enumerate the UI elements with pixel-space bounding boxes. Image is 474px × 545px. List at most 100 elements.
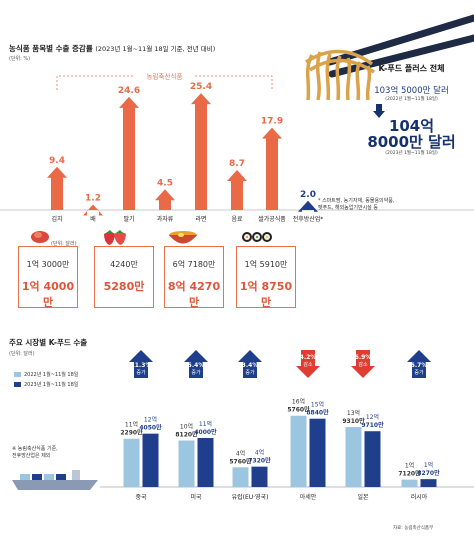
export-card-rice-products: 1억 5910만 1억 8750만 <box>236 246 296 309</box>
related-note-line-2: 펫푸드, 해외농업기반시설 등 <box>318 205 378 211</box>
kfood-total-box: K-푸드 플러스 전체 103억 5000만 달러 (2022년 1월~11월 … <box>359 63 464 156</box>
market-bar-label-line: 7120만 <box>398 470 421 478</box>
market-bar <box>309 418 326 487</box>
kfood-cur-value-1: 104억 <box>388 117 435 135</box>
bar-value-label: 25.4 <box>190 82 212 92</box>
market-bar-label-line: 5760만 <box>229 457 252 465</box>
export-card-prev: 1억 5910만 <box>244 260 288 269</box>
section1-title-main: 농식품 품목별 수출 증감률 <box>9 44 93 53</box>
legend-swatch-cur <box>14 382 21 387</box>
export-card-prev: 4240만 <box>110 260 138 269</box>
market-bar-label-line: 11억 <box>199 420 212 428</box>
bar-arrow <box>47 166 67 210</box>
market-bar-label: 4억 7320만 <box>248 449 271 465</box>
legend: 2022년 1월~11월 18일 2023년 1월~11월 18일 <box>14 371 78 388</box>
market-bar-label-line: 15억 <box>311 401 324 409</box>
growth-rate-chart: 농림축산식품 9.4 김치 1.2 배 24.6 딸기 4.5 과자류 25.4 라면 8.7 음료 17… <box>0 71 474 223</box>
legend-item-cur: 2023년 1월~11월 18일 <box>14 381 78 388</box>
export-cards-unit: (단위: 달러) <box>51 241 77 247</box>
export-card-kimchi: 1억 3000만 1억 4000만 <box>18 246 78 309</box>
market-category-label: 유럽(EU·영국) <box>232 493 269 501</box>
bar-value-label: 9.4 <box>49 156 65 166</box>
category-label: 음료 <box>231 216 243 223</box>
bar-arrow <box>227 169 247 210</box>
category-label: 과자류 <box>157 215 174 223</box>
change-pct: 4.2% <box>300 354 317 361</box>
change-dir: 증가 <box>191 369 201 376</box>
bar-value-label: 8.7 <box>229 159 245 169</box>
change-dir: 감소 <box>358 361 368 368</box>
market-bar <box>290 415 307 487</box>
kfood-total-title: K-푸드 플러스 전체 <box>378 64 445 73</box>
section2-title: 주요 시장별 K-푸드 수출 <box>9 338 88 347</box>
legend-label-cur: 2023년 1월~11월 18일 <box>24 382 79 388</box>
export-card-cur: 5280만 <box>103 280 145 293</box>
section1-unit: (단위: %) <box>9 56 31 62</box>
bar-arrow <box>262 127 282 210</box>
kfood-prev-value: 103억 5000만 달러 <box>374 86 449 96</box>
legend-swatch-prev <box>14 372 21 377</box>
market-bar-label-line: 9710만 <box>361 421 384 429</box>
group-label-bg <box>134 71 195 81</box>
change-pct: 11.3% <box>131 362 152 369</box>
market-bar-label: 13억 9310만 <box>342 409 365 425</box>
change-pct: 3.4% <box>242 362 259 369</box>
section1-title: 농식품 품목별 수출 증감률 (2023년 1월~11월 18일 기준, 전년 … <box>9 43 215 54</box>
market-bar <box>251 466 268 487</box>
market-bar-label-line: 11억 <box>125 421 138 429</box>
market-bar <box>401 479 418 487</box>
bar-arrow <box>298 200 318 212</box>
market-bar <box>142 433 159 487</box>
market-bar <box>420 479 437 487</box>
market-category-label: 일본 <box>357 493 369 501</box>
market-bar-label-line: 7320만 <box>248 457 271 465</box>
kimchi-icon <box>31 231 49 243</box>
gimbap-icon <box>242 232 272 242</box>
market-bar-label: 11억 2290만 <box>120 421 143 437</box>
market-bar <box>123 438 140 487</box>
section1-subtitle: (2023년 1월~11월 18일 기준, 전년 대비) <box>95 45 216 53</box>
strawberry-icon <box>104 230 126 245</box>
market-bar-label-line: 12억 <box>366 413 379 421</box>
change-dir: 증가 <box>245 369 255 376</box>
ramen-bowl-icon <box>169 231 197 244</box>
market-bar-label-line: 8840만 <box>306 409 329 417</box>
bar-arrow <box>83 204 103 216</box>
market-bar-label-line: 5760만 <box>287 406 310 414</box>
legend-label-prev: 2022년 1월~11월 18일 <box>24 372 79 378</box>
kfood-cur-period: (2023년 1월~11월 18일) <box>385 151 438 156</box>
scope-note-line-1: ※ 농림축산식품 기준, <box>12 446 58 452</box>
market-bar <box>364 431 381 487</box>
related-industry-note: * 스마트팜, 농기자재, 동물용의약품, 펫푸드, 해외농업기반시설 등 <box>318 198 394 212</box>
export-card-prev: 1억 3000만 <box>26 260 70 269</box>
bar-value-label: 2.0 <box>300 190 316 200</box>
market-bar-label-line: 1억 <box>405 462 414 470</box>
change-pct: 6.7% <box>411 362 428 369</box>
kfood-prev-period: (2022년 1월~11월 18일) <box>385 97 438 102</box>
export-card-ramen: 6억 7180만 8억 4270만 <box>164 246 224 309</box>
market-bar-label-line: 8270만 <box>417 469 440 477</box>
market-category-label: 미국 <box>190 493 202 501</box>
change-pct: 6.9% <box>355 354 372 361</box>
kfood-cur-value-2: 8000만 달러 <box>367 133 456 151</box>
cargo-ship-icon <box>12 470 98 490</box>
export-card-cur: 1억 4000만 <box>21 280 75 309</box>
bar-value-label: 17.9 <box>261 117 283 127</box>
market-bar-label: 16억 5760만 <box>287 398 310 414</box>
source-note: 자료: 농림축산식품부 <box>393 526 434 531</box>
decrease-arrow-icon <box>351 350 375 378</box>
decrease-arrow-icon <box>296 350 320 378</box>
market-category-label: 러시아 <box>411 493 428 501</box>
increase-arrow-icon <box>129 350 153 378</box>
market-bar-label: 1억 7120만 <box>398 462 421 478</box>
category-label: 라면 <box>195 215 206 223</box>
market-category-label: 아세안 <box>300 493 317 501</box>
market-bar-label: 4억 5760만 <box>229 449 252 465</box>
noodle-illustration <box>305 14 474 100</box>
market-bar-label-line: 8120만 <box>175 431 198 439</box>
increase-arrow-icon <box>238 350 262 378</box>
bar-value-label: 24.6 <box>118 86 140 96</box>
export-card-strawberry: 4240만 5280만 <box>94 246 154 308</box>
market-bar <box>178 440 195 487</box>
